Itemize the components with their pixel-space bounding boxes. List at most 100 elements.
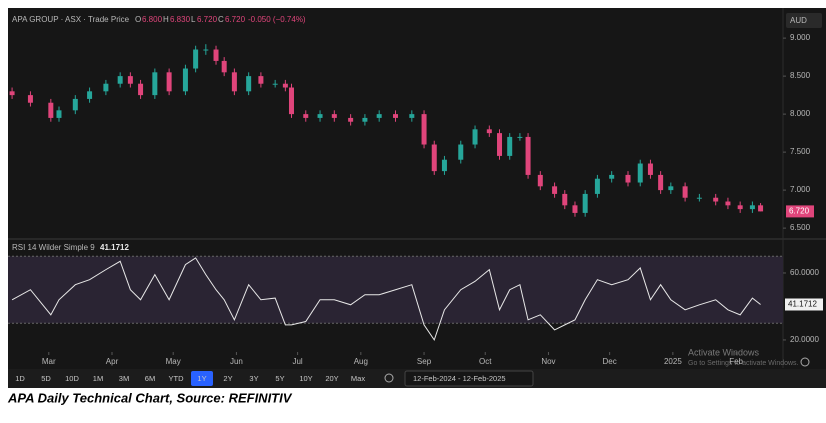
candle-body xyxy=(562,193,568,206)
y-tick-label: 60.0000 xyxy=(790,268,819,277)
candle-body xyxy=(376,114,382,118)
y-tick-label: 20.0000 xyxy=(790,335,819,344)
watermark-title: Activate Windows xyxy=(688,347,760,357)
change-value: -0.050 (−0.74%) xyxy=(248,15,306,24)
candle-body xyxy=(317,114,323,118)
low-value: 6.720 xyxy=(197,15,218,24)
candle-body xyxy=(303,114,309,118)
instrument-name: APA GROUP · ASX · Trade Price xyxy=(12,15,130,24)
y-tick-label: 9.000 xyxy=(790,33,811,42)
rsi-tag xyxy=(785,298,823,311)
rsi-title: RSI 14 Wilder Simple 9 xyxy=(12,243,95,252)
candle-body xyxy=(637,163,643,183)
range-button[interactable]: 5D xyxy=(41,374,51,383)
range-button[interactable]: 10D xyxy=(65,374,79,383)
range-button[interactable]: 3M xyxy=(119,374,129,383)
candle-body xyxy=(713,197,719,202)
candle-body xyxy=(182,68,188,92)
range-button[interactable]: 2Y xyxy=(223,374,232,383)
candle-body xyxy=(72,98,78,111)
candle-body xyxy=(737,205,743,210)
currency-button[interactable] xyxy=(786,13,822,28)
x-tick-label: 2025 xyxy=(664,357,682,366)
high-value: 6.830 xyxy=(170,15,191,24)
candle-body xyxy=(552,186,558,194)
x-tick-label: Nov xyxy=(541,357,555,366)
candle-body xyxy=(138,83,144,96)
candle-body xyxy=(193,49,199,69)
rsi-current: 41.1712 xyxy=(100,243,129,252)
candle-body xyxy=(127,76,133,84)
candle-body xyxy=(625,174,631,183)
price-tag xyxy=(786,205,814,218)
x-tick-label: May xyxy=(166,357,181,366)
candle-body xyxy=(87,91,93,99)
ohlc-readout: O 6.800 H 6.830 L 6.720 C 6.720 -0.050 (… xyxy=(135,15,306,24)
x-tick-label: Feb xyxy=(729,357,743,366)
candle-body xyxy=(421,114,427,145)
x-tick-label: Jul xyxy=(292,357,302,366)
x-tick-label: Sep xyxy=(417,357,432,366)
candle-body xyxy=(348,117,354,122)
candle-body xyxy=(486,129,492,134)
candle-body xyxy=(497,133,503,156)
x-tick-label: Aug xyxy=(354,357,368,366)
date-range-box[interactable] xyxy=(404,370,534,387)
open-label: O xyxy=(135,15,141,24)
y-tick-label: 6.500 xyxy=(790,223,811,232)
range-button[interactable]: 10Y xyxy=(299,374,312,383)
candle-body xyxy=(272,83,278,85)
date-range[interactable]: 12-Feb-2024 - 12-Feb-2025 xyxy=(413,374,506,383)
y-tick-label: 7.500 xyxy=(790,147,811,156)
currency-label[interactable]: AUD xyxy=(790,16,807,25)
candle-body xyxy=(288,87,294,115)
candle-body xyxy=(203,49,209,51)
x-tick-label: Oct xyxy=(479,357,492,366)
candle-body xyxy=(409,114,415,118)
price-tag-label: 6.720 xyxy=(789,207,810,216)
chart-settings-icon[interactable] xyxy=(800,357,810,367)
range-button[interactable]: 5Y xyxy=(275,374,284,383)
y-tick-label: 7.000 xyxy=(790,185,811,194)
chart-background xyxy=(8,8,826,388)
candle-body xyxy=(507,136,513,156)
candle-body xyxy=(221,60,227,73)
range-active xyxy=(191,371,213,386)
range-button[interactable]: 20Y xyxy=(325,374,338,383)
candle-body xyxy=(48,102,54,118)
settings-icon[interactable] xyxy=(384,373,394,383)
range-button[interactable]: Max xyxy=(351,374,365,383)
candle-body xyxy=(27,95,33,103)
x-tick-label: Dec xyxy=(603,357,617,366)
candle-body xyxy=(594,178,600,194)
candle-body xyxy=(696,197,702,199)
close-value: 6.720 xyxy=(225,15,246,24)
range-button[interactable]: 3Y xyxy=(249,374,258,383)
candle-body xyxy=(682,186,688,198)
range-button[interactable]: 6M xyxy=(145,374,155,383)
candle-body xyxy=(246,76,252,92)
x-tick-label: Apr xyxy=(106,357,119,366)
candle-body xyxy=(213,49,219,61)
candle-body xyxy=(9,91,15,96)
candle-body xyxy=(362,117,368,122)
range-button[interactable]: YTD xyxy=(169,374,185,383)
range-button[interactable]: 1D xyxy=(15,374,25,383)
candle-body xyxy=(537,174,543,187)
caption: APA Daily Technical Chart, Source: REFIN… xyxy=(7,390,293,405)
candle-body xyxy=(152,72,158,96)
y-tick-label: 8.000 xyxy=(790,109,811,118)
candle-body xyxy=(525,136,531,175)
range-button[interactable]: 1Y xyxy=(197,374,206,383)
high-label: H xyxy=(163,15,169,24)
range-button[interactable]: 1M xyxy=(93,374,103,383)
candle-body xyxy=(393,114,398,118)
candle-body xyxy=(458,144,464,160)
x-tick-label: Jun xyxy=(230,357,243,366)
rsi-tag-label: 41.1712 xyxy=(788,300,817,309)
y-tick-label: 8.500 xyxy=(790,71,811,80)
candle-body xyxy=(166,72,172,92)
low-label: L xyxy=(191,15,196,24)
